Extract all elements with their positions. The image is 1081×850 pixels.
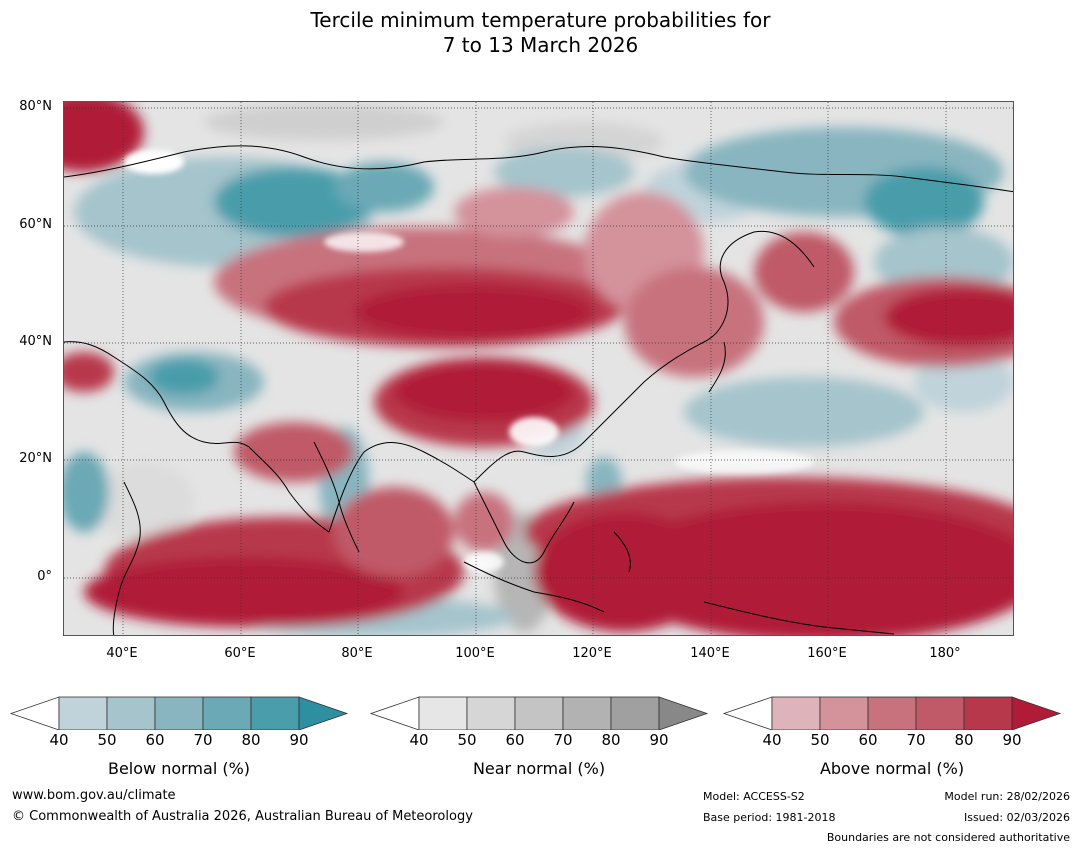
model-run-date: Model run: 28/02/2026 bbox=[944, 790, 1070, 803]
below-tick-80: 80 bbox=[241, 731, 261, 749]
near-colorbar-segment bbox=[610, 696, 660, 730]
below-tick-70: 70 bbox=[193, 731, 213, 749]
coastlines bbox=[64, 145, 1013, 635]
lon-label-140e: 140°E bbox=[690, 646, 730, 661]
probability-map-canvas bbox=[64, 102, 1013, 635]
below-colorbar-segment bbox=[106, 696, 156, 730]
base-period: Base period: 1981-2018 bbox=[703, 811, 836, 824]
below-colorbar-segment bbox=[154, 696, 204, 730]
near-tick-40: 40 bbox=[409, 731, 429, 749]
above-colorbar-max-arrow bbox=[1011, 696, 1062, 730]
below-tick-60: 60 bbox=[145, 731, 165, 749]
near-tick-50: 50 bbox=[457, 731, 477, 749]
lat-label-20n: 20°N bbox=[19, 451, 52, 466]
near-colorbar-segment bbox=[562, 696, 612, 730]
above-tick-40: 40 bbox=[762, 731, 782, 749]
colorbar-below-normal bbox=[9, 696, 349, 730]
above-normal-title: Above normal (%) bbox=[819, 759, 965, 778]
above-tick-80: 80 bbox=[954, 731, 974, 749]
colorbars bbox=[9, 696, 1062, 730]
lat-label-40n: 40°N bbox=[19, 334, 52, 349]
below-tick-90: 90 bbox=[289, 731, 309, 749]
near-tick-70: 70 bbox=[553, 731, 573, 749]
website-link[interactable]: www.bom.gov.au/climate bbox=[12, 788, 176, 803]
lon-label-40e: 40°E bbox=[106, 646, 138, 661]
boundaries-disclaimer: Boundaries are not considered authoritat… bbox=[826, 831, 1070, 844]
near-colorbar-segment bbox=[466, 696, 516, 730]
near-tick-90: 90 bbox=[649, 731, 669, 749]
lon-label-160e: 160°E bbox=[807, 646, 847, 661]
probability-map bbox=[63, 101, 1014, 636]
graticule bbox=[64, 102, 1013, 635]
copyright-notice: © Commonwealth of Australia 2026, Austra… bbox=[12, 809, 473, 824]
above-colorbar-segment bbox=[867, 696, 917, 730]
above-colorbar-segment bbox=[771, 696, 821, 730]
near-colorbar-max-arrow bbox=[658, 696, 709, 730]
below-colorbar-segment bbox=[250, 696, 300, 730]
title-line-2: 7 to 13 March 2026 bbox=[442, 33, 639, 57]
probability-fields bbox=[64, 102, 1013, 635]
white-gaps bbox=[124, 150, 814, 572]
lon-label-80e: 80°E bbox=[341, 646, 373, 661]
issued-date: Issued: 02/03/2026 bbox=[963, 811, 1070, 824]
below-colorbar-max-arrow bbox=[298, 696, 349, 730]
above-colorbar-segment bbox=[819, 696, 869, 730]
below-colorbar-segment bbox=[58, 696, 108, 730]
near-colorbar-segment bbox=[418, 696, 468, 730]
model-name: Model: ACCESS-S2 bbox=[703, 790, 805, 803]
near-colorbar-segment bbox=[514, 696, 564, 730]
above-tick-70: 70 bbox=[906, 731, 926, 749]
above-colorbar-min-arrow bbox=[722, 696, 773, 730]
colorbar-above-normal bbox=[722, 696, 1062, 730]
lat-label-60n: 60°N bbox=[19, 217, 52, 232]
colorbar-near-normal bbox=[369, 696, 709, 730]
below-colorbar-min-arrow bbox=[9, 696, 60, 730]
near-normal-title: Near normal (%) bbox=[472, 759, 606, 778]
above-tick-90: 90 bbox=[1002, 731, 1022, 749]
above-tick-50: 50 bbox=[810, 731, 830, 749]
lon-label-60e: 60°E bbox=[224, 646, 256, 661]
lon-label-120e: 120°E bbox=[572, 646, 612, 661]
below-colorbar-segment bbox=[202, 696, 252, 730]
below-tick-40: 40 bbox=[49, 731, 69, 749]
near-colorbar-min-arrow bbox=[369, 696, 420, 730]
near-tick-60: 60 bbox=[505, 731, 525, 749]
title-line-1: Tercile minimum temperature probabilitie… bbox=[310, 8, 771, 32]
map-title: Tercile minimum temperature probabilitie… bbox=[0, 8, 1081, 58]
above-colorbar-segment bbox=[963, 696, 1013, 730]
above-colorbar-segment bbox=[915, 696, 965, 730]
lat-label-equator: 0° bbox=[37, 569, 52, 584]
below-tick-50: 50 bbox=[97, 731, 117, 749]
below-normal-title: Below normal (%) bbox=[107, 759, 251, 778]
lon-label-180: 180° bbox=[929, 646, 961, 661]
lon-label-100e: 100°E bbox=[455, 646, 495, 661]
lat-label-80n: 80°N bbox=[19, 99, 52, 114]
near-tick-80: 80 bbox=[601, 731, 621, 749]
above-tick-60: 60 bbox=[858, 731, 878, 749]
